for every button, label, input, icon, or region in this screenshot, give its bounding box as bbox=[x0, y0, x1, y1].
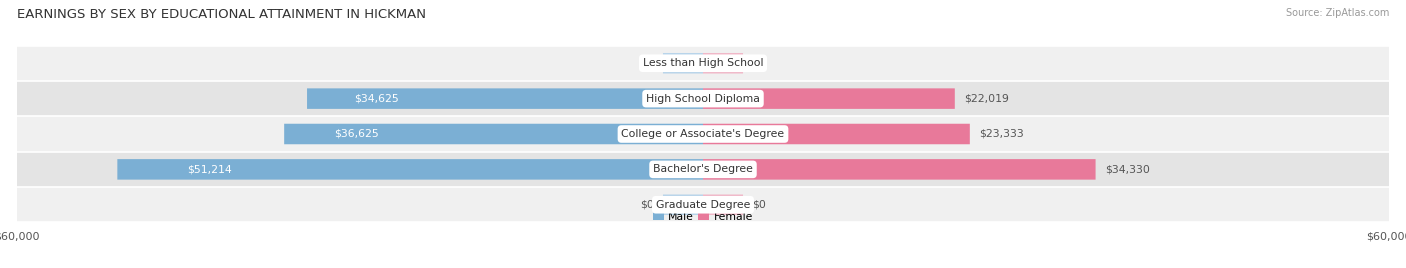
FancyBboxPatch shape bbox=[307, 88, 703, 109]
FancyBboxPatch shape bbox=[703, 195, 742, 215]
Text: $22,019: $22,019 bbox=[965, 94, 1010, 104]
Text: $0: $0 bbox=[752, 58, 766, 68]
Text: Source: ZipAtlas.com: Source: ZipAtlas.com bbox=[1285, 8, 1389, 18]
Text: $34,330: $34,330 bbox=[1105, 164, 1150, 174]
Text: $51,214: $51,214 bbox=[187, 164, 232, 174]
Text: $36,625: $36,625 bbox=[335, 129, 380, 139]
Bar bbox=[17, 187, 1389, 222]
Text: College or Associate's Degree: College or Associate's Degree bbox=[621, 129, 785, 139]
Text: EARNINGS BY SEX BY EDUCATIONAL ATTAINMENT IN HICKMAN: EARNINGS BY SEX BY EDUCATIONAL ATTAINMEN… bbox=[17, 8, 426, 21]
FancyBboxPatch shape bbox=[703, 159, 1095, 180]
Text: $34,625: $34,625 bbox=[354, 94, 399, 104]
Text: $23,333: $23,333 bbox=[979, 129, 1024, 139]
Text: Less than High School: Less than High School bbox=[643, 58, 763, 68]
Bar bbox=[17, 46, 1389, 81]
Text: High School Diploma: High School Diploma bbox=[647, 94, 759, 104]
Legend: Male, Female: Male, Female bbox=[648, 207, 758, 226]
Text: Bachelor's Degree: Bachelor's Degree bbox=[652, 164, 754, 174]
Bar bbox=[17, 116, 1389, 152]
FancyBboxPatch shape bbox=[703, 88, 955, 109]
FancyBboxPatch shape bbox=[284, 124, 703, 144]
Text: Graduate Degree: Graduate Degree bbox=[655, 200, 751, 210]
Bar bbox=[17, 81, 1389, 116]
Text: $0: $0 bbox=[640, 58, 654, 68]
FancyBboxPatch shape bbox=[664, 195, 703, 215]
FancyBboxPatch shape bbox=[703, 124, 970, 144]
FancyBboxPatch shape bbox=[664, 53, 703, 73]
Bar bbox=[17, 152, 1389, 187]
Text: $0: $0 bbox=[640, 200, 654, 210]
Text: $0: $0 bbox=[752, 200, 766, 210]
FancyBboxPatch shape bbox=[117, 159, 703, 180]
FancyBboxPatch shape bbox=[703, 53, 742, 73]
